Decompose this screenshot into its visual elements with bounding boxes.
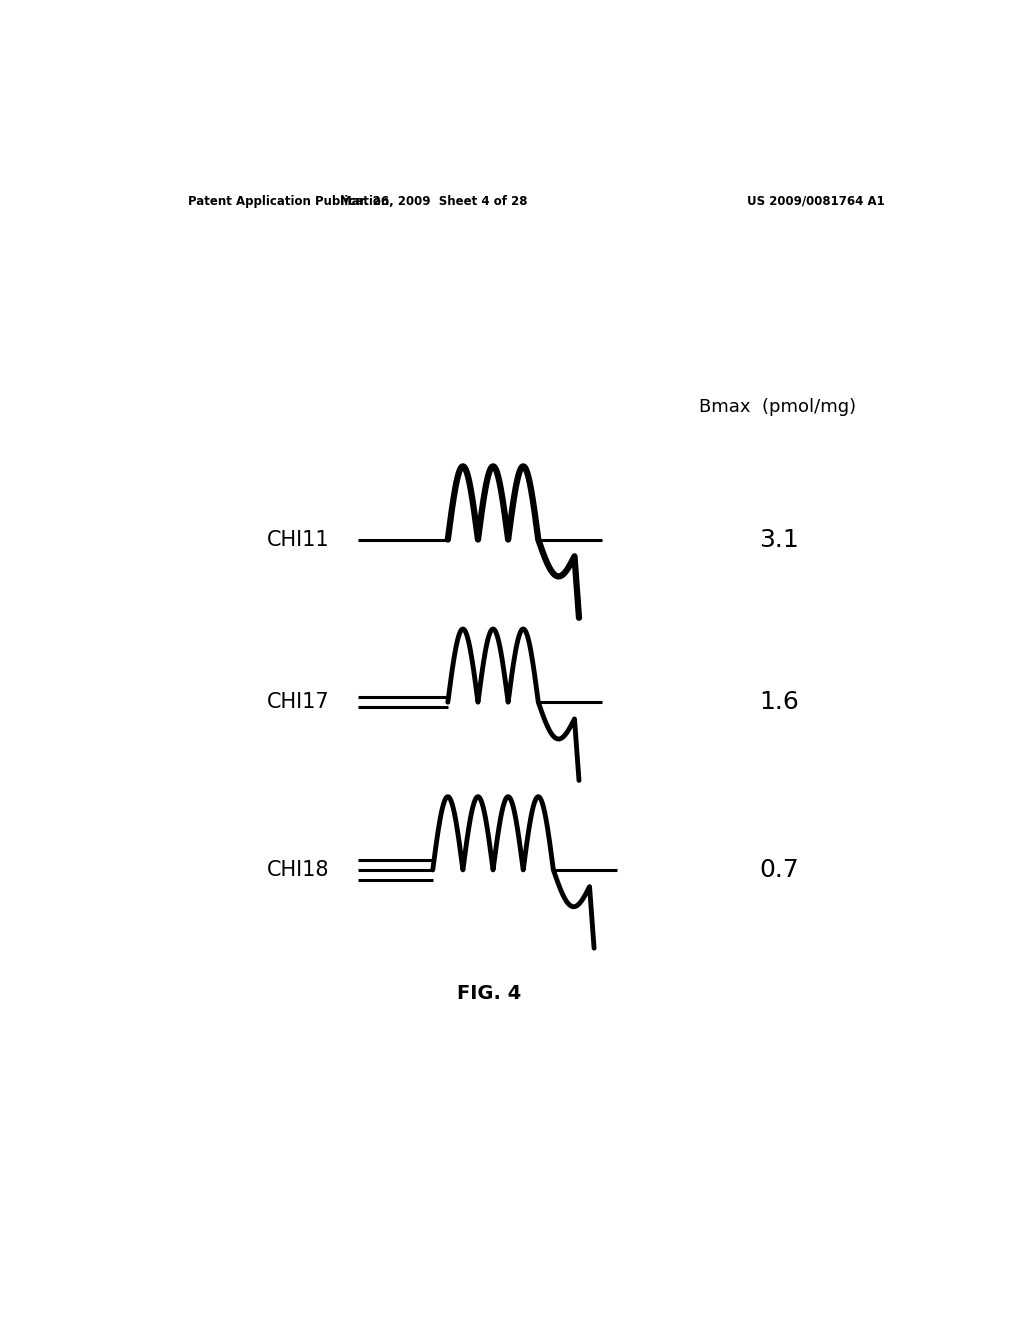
Text: Mar. 26, 2009  Sheet 4 of 28: Mar. 26, 2009 Sheet 4 of 28 [340, 194, 527, 207]
Text: CHI17: CHI17 [267, 692, 330, 713]
Text: Patent Application Publication: Patent Application Publication [187, 194, 389, 207]
Text: FIG. 4: FIG. 4 [457, 985, 521, 1003]
Text: CHI18: CHI18 [267, 859, 330, 880]
Text: 3.1: 3.1 [759, 528, 799, 552]
Text: CHI11: CHI11 [267, 529, 330, 549]
Text: 0.7: 0.7 [759, 858, 799, 882]
Text: US 2009/0081764 A1: US 2009/0081764 A1 [748, 194, 885, 207]
Text: 1.6: 1.6 [759, 690, 799, 714]
Text: Bmax  (pmol/mg): Bmax (pmol/mg) [699, 399, 856, 416]
